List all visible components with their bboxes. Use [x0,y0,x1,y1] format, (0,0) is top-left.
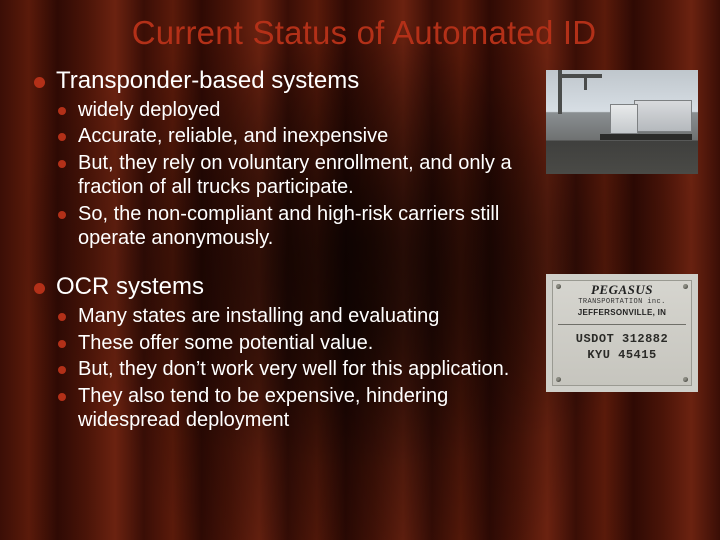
section-transponder: Transponder-based systems widely deploye… [30,66,698,262]
list-item: But, they don’t work very well for this … [56,357,546,381]
panel-usdot: USDOT 312882 [546,332,698,346]
panel-kyu: KYU 45415 [546,348,698,362]
section-heading-text: Transponder-based systems [56,67,359,94]
panel-company: PEGASUS [546,282,698,298]
section-transponder-image [546,66,698,174]
list-item: They also tend to be expensive, hinderin… [56,384,546,433]
list-item: These offer some potential value. [56,331,546,355]
list-item: So, the non-compliant and high-risk carr… [56,202,546,251]
section-ocr-content: OCR systems Many states are installing a… [30,272,546,444]
section-heading-text: OCR systems [56,273,204,300]
section-transponder-content: Transponder-based systems widely deploye… [30,66,546,262]
slide: Current Status of Automated ID Transpond… [0,0,720,540]
list-item: widely deployed [56,98,546,122]
list-item: Accurate, reliable, and inexpensive [56,124,546,148]
list-item: But, they rely on voluntary enrollment, … [56,151,546,200]
slide-title: Current Status of Automated ID [30,14,698,52]
list-item: Many states are installing and evaluatin… [56,304,546,328]
section-heading: OCR systems Many states are installing a… [30,272,546,432]
section-ocr-image: PEGASUS TRANSPORTATION inc. JEFFERSONVIL… [546,272,698,392]
truck-photo [546,70,698,174]
section-ocr: OCR systems Many states are installing a… [30,272,698,444]
panel-subline: TRANSPORTATION inc. [546,298,698,306]
section-heading: Transponder-based systems widely deploye… [30,66,546,250]
panel-city: JEFFERSONVILLE, IN [546,308,698,317]
usdot-panel-photo: PEGASUS TRANSPORTATION inc. JEFFERSONVIL… [546,274,698,392]
